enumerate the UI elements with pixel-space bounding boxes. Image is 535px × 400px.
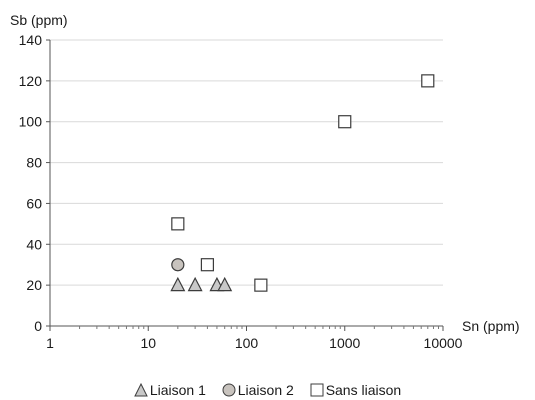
axes: [49, 40, 443, 327]
y-axis-ticks: 0 20 40 60 80 100 120 140: [19, 32, 50, 334]
x-tick-label: 1: [46, 335, 54, 351]
square-marker-icon: [310, 383, 324, 397]
x-tick-label: 1000: [329, 335, 360, 351]
point-triangle-0-1: [187, 276, 203, 292]
point-circle-1-0: [171, 258, 185, 272]
y-tick-label: 80: [26, 155, 42, 171]
legend-item-liaison-1: Liaison 1: [134, 382, 206, 398]
point-square-2-2: [254, 278, 268, 292]
legend-label-liaison-2: Liaison 2: [237, 382, 294, 398]
x-axis-ticks: 1 10 100 1000 10000: [46, 326, 463, 351]
y-tick-label: 0: [34, 318, 42, 334]
legend-label-liaison-1: Liaison 1: [149, 382, 206, 398]
triangle-marker-icon: [134, 382, 148, 397]
y-tick-label: 100: [19, 114, 43, 130]
y-tick-label: 120: [19, 73, 43, 89]
legend-item-sans-liaison: Sans liaison: [310, 382, 402, 398]
point-square-2-4: [421, 74, 435, 88]
x-tick-label: 100: [235, 335, 259, 351]
legend-label-sans-liaison: Sans liaison: [325, 382, 402, 398]
y-axis-title: Sb (ppm): [10, 12, 68, 28]
point-square-2-3: [338, 115, 352, 129]
point-square-2-0: [171, 217, 185, 231]
y-tick-label: 60: [26, 195, 42, 211]
point-triangle-0-0: [170, 276, 186, 292]
y-tick-label: 140: [19, 32, 43, 48]
x-axis-title: Sn (ppm): [462, 318, 520, 334]
point-triangle-0-3: [217, 276, 233, 292]
y-tick-label: 40: [26, 236, 42, 252]
x-tick-label: 10000: [424, 335, 463, 351]
y-tick-label: 20: [26, 277, 42, 293]
x-tick-label: 10: [140, 335, 156, 351]
point-square-2-1: [200, 258, 215, 272]
scatter-chart: 0 20 40 60 80 100 120 140 1 10 100 1000 10000 Sb (p…: [10, 12, 520, 351]
data-points: [170, 74, 435, 292]
legend: Liaison 1 Liaison 2 Sans liaison: [0, 382, 535, 398]
circle-marker-icon: [222, 383, 236, 397]
gridlines: [50, 39, 443, 286]
legend-item-liaison-2: Liaison 2: [222, 382, 294, 398]
